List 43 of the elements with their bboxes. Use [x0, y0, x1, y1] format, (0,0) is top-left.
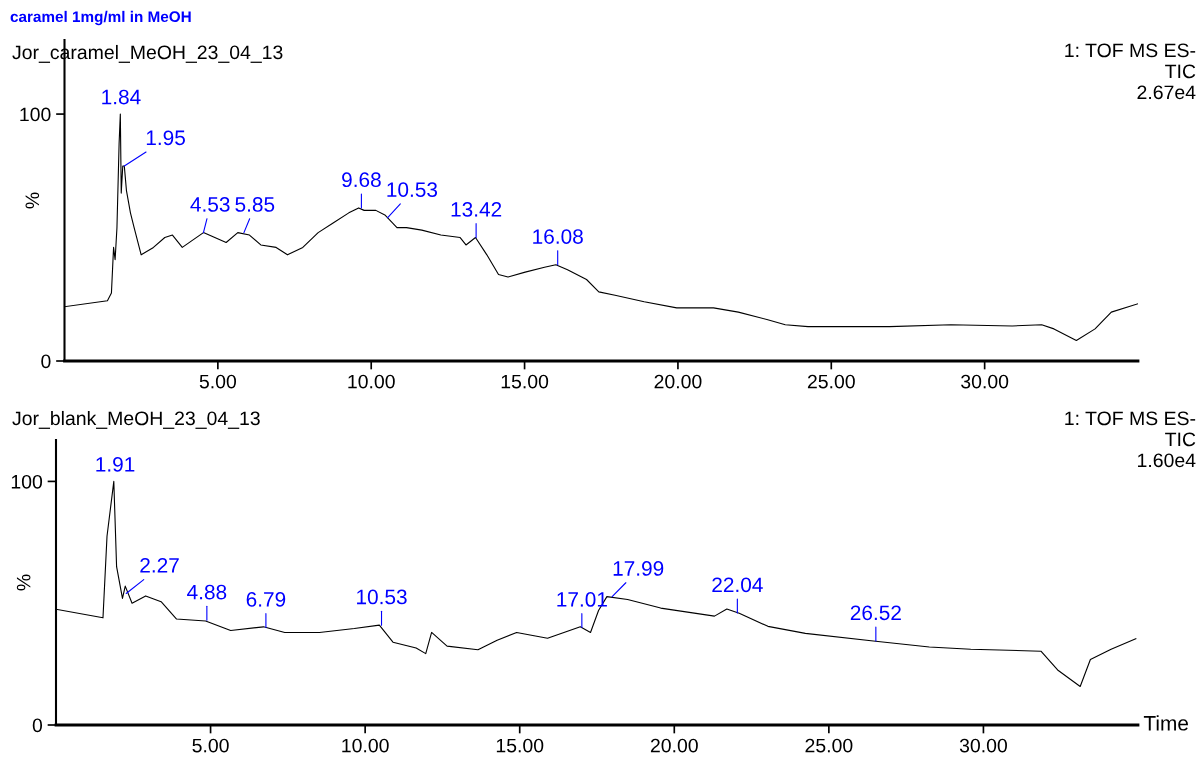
x-tick-label: 25.00 — [805, 738, 853, 753]
x-tick-label: 5.00 — [192, 738, 229, 753]
x-tick-label: 25.00 — [807, 374, 855, 389]
annotation: 4.53 — [190, 197, 230, 212]
annotation: 1.91 — [96, 456, 135, 472]
annotation: 13.42 — [451, 202, 502, 217]
y-tick-label: 0 — [41, 354, 51, 369]
annotation: 26.52 — [850, 605, 901, 621]
annotation: 22.04 — [712, 577, 763, 593]
annotation: 16.08 — [533, 229, 583, 244]
x-tick-label: 15.00 — [501, 374, 549, 389]
annotation: 1: TOF MS ES- — [1065, 43, 1196, 58]
annotation: 10.53 — [357, 589, 407, 605]
y-axis-title: % — [25, 192, 40, 209]
annotation: 2.27 — [140, 557, 179, 573]
x-axis-title: Time — [1143, 715, 1188, 731]
x-tick-label: 15.00 — [496, 738, 544, 753]
x-tick-label: 10.00 — [342, 738, 389, 753]
x-tick-label: 5.00 — [199, 374, 237, 389]
y-axis-title: % — [16, 574, 31, 591]
x-tick-label: 30.00 — [961, 374, 1009, 389]
text: 1: TOF MS ES- — [1065, 411, 1196, 426]
annotation: 17.99 — [613, 561, 664, 576]
chart-title: caramel 1mg/ml in MeOH — [10, 10, 191, 26]
y-tick-label: 0 — [32, 718, 43, 733]
text: TIC — [1165, 432, 1196, 447]
x-tick-label: 20.00 — [654, 374, 702, 389]
annotation: 1.95 — [146, 130, 185, 146]
annotation: 10.53 — [387, 182, 438, 197]
x-tick-label: 30.00 — [959, 738, 1007, 753]
annotation: 9.68 — [342, 172, 381, 188]
annotation: 5.85 — [235, 197, 275, 212]
y-tick-label: 100 — [11, 474, 43, 489]
text: TIC — [1165, 64, 1196, 79]
x-tick-label: 20.00 — [650, 738, 698, 753]
annotation: 1.84 — [102, 89, 141, 105]
annotation: 4.88 — [187, 584, 227, 600]
text: 1.60e4 — [1138, 453, 1196, 468]
annotation: 6.79 — [246, 592, 286, 607]
chart-subtitle: Jor_blank_MeOH_23_04_13 — [12, 410, 260, 429]
x-tick-label: 10.00 — [348, 374, 395, 389]
annotation: 2.67e4 — [1137, 85, 1196, 100]
y-tick-label: 100 — [20, 107, 51, 122]
